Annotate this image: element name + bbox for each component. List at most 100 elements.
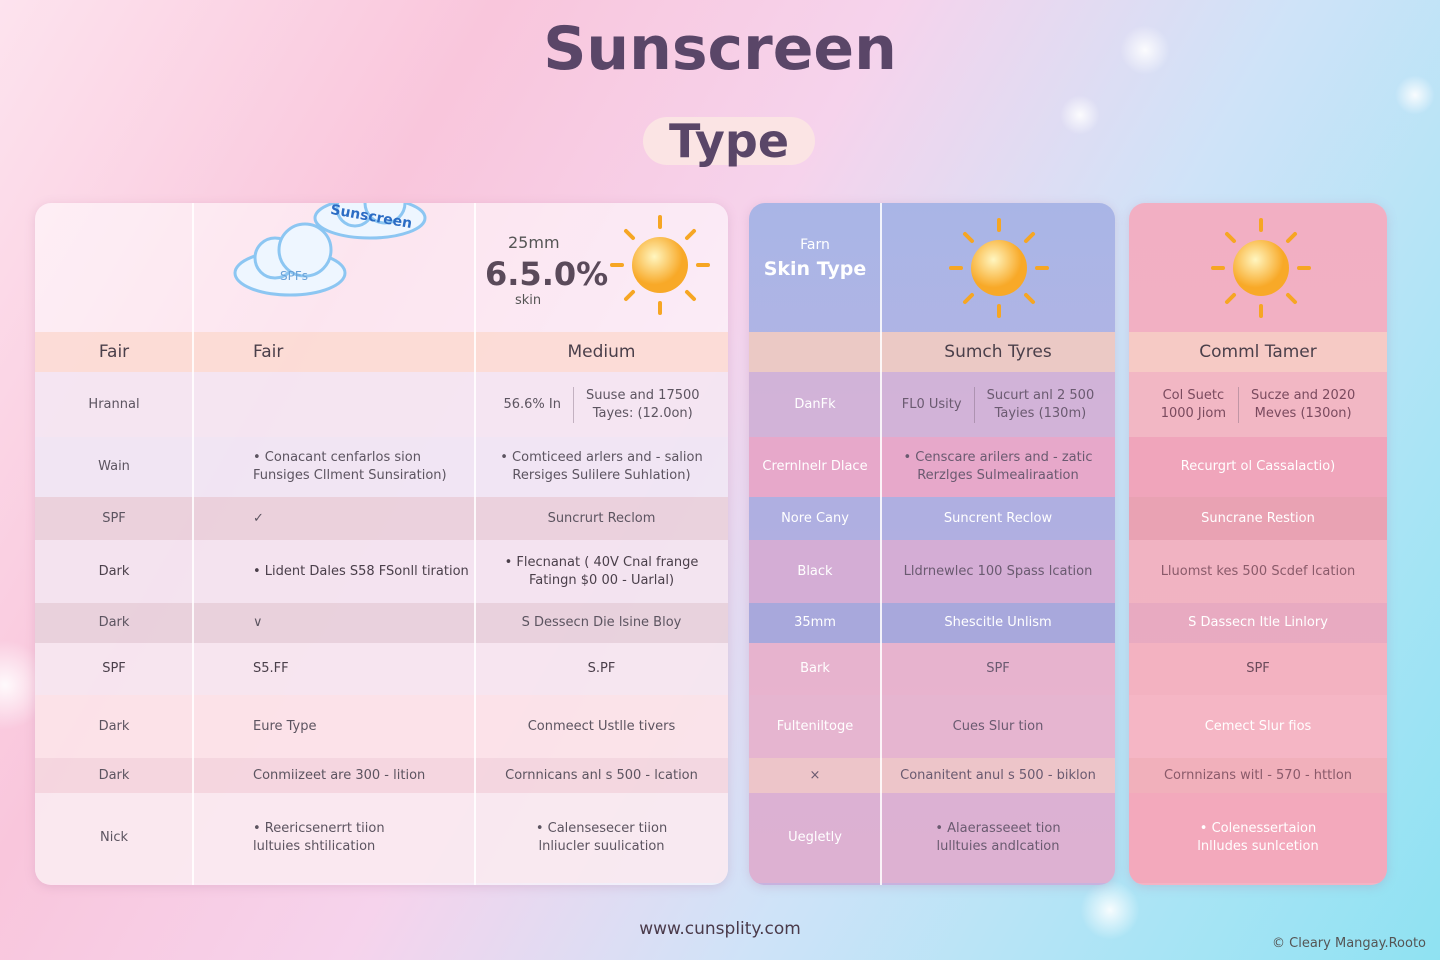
- table-cell: • Colenessertaion lnlludes sunlcetion: [1129, 793, 1387, 883]
- cell-text: • Colenessertaion: [1199, 821, 1317, 836]
- cell-text: Suncrurt Reclom: [547, 510, 656, 526]
- row-band: [1129, 372, 1387, 437]
- cell-text: Fulteniltoge: [776, 718, 854, 734]
- subtitle: Type: [643, 117, 815, 165]
- header-label: Skin Type: [763, 258, 867, 280]
- table-cell: Bark: [749, 643, 881, 695]
- cell-text: Bark: [800, 661, 830, 676]
- cell-text: Dark: [98, 767, 130, 783]
- cell-part: Suuse and 17500 Tayes: (12.0on): [572, 386, 712, 423]
- cell-text: Meves (130on): [1254, 405, 1352, 421]
- table-cell: Recurgrt ol Cassalactio): [1129, 437, 1387, 497]
- row-band: [1129, 540, 1387, 603]
- table-cell: Nore Cany: [749, 497, 881, 540]
- table-cell: S Dessecn Die lsine Bloy: [475, 603, 728, 643]
- table-cell: • Alaerasseeet tion lulltuies andlcation: [881, 793, 1115, 883]
- table-cell: Medium: [475, 332, 728, 372]
- cell-text: Nick: [99, 830, 128, 845]
- cell-text: • Alaerasseeet tion: [935, 821, 1061, 836]
- cell-text: • Comticeed arlers and - salion: [500, 450, 703, 465]
- table-cell: Col Suetc 1000 Jiom Sucze and 2020 Meves (1…: [1129, 372, 1387, 437]
- cell-text: Suncrent Reclow: [943, 510, 1053, 526]
- cell-text: Conmiizeet are 300 - lition: [253, 767, 426, 783]
- cell-text: Hrannal: [88, 396, 140, 412]
- table-cell: • Censcare arilers and - zatic Rerzlges S…: [881, 437, 1115, 497]
- cell-text: SPF: [102, 510, 126, 526]
- table-cell: Conmeect Ustlle tivers: [475, 695, 728, 758]
- row-band: [1129, 603, 1387, 643]
- cell-text: • Conacant cenfarlos sion: [253, 450, 421, 465]
- cell-text: Sumch Tyres: [944, 342, 1052, 362]
- table-cell: Fair: [193, 332, 475, 372]
- cell-text: S Dassecn Itle Linlory: [1188, 615, 1328, 630]
- cell-text: Cemect Slur fios: [1204, 718, 1312, 734]
- cell-text: Sucze and 2020: [1251, 387, 1356, 403]
- cell-text: • Calensesecer tiion: [535, 821, 668, 836]
- row-band: [35, 540, 728, 603]
- bokeh: [1120, 25, 1170, 75]
- table-cell: Crernlnelr Dlace: [749, 437, 881, 497]
- cell-text: • Reericsenerrt tiion: [253, 821, 385, 836]
- table-cell: S5.FF: [193, 643, 475, 695]
- cell-text: Cues Slur tion: [952, 718, 1044, 734]
- cell-text: • Censcare arilers and - zatic: [903, 450, 1093, 465]
- table-cell: Nick: [35, 793, 193, 883]
- cell-text: lnliucler suulication: [538, 839, 665, 854]
- cell-text: Sucurt anl 2 500: [986, 387, 1095, 403]
- table-cell: ✓: [193, 497, 475, 540]
- cell-text: Crernlnelr Dlace: [762, 459, 868, 474]
- cell-text: Wain: [98, 459, 130, 474]
- table-cell: • Lident Dales S58 FSonll tiration: [193, 540, 475, 603]
- table-cell: Lldrnewlec 100 Spass lcation: [881, 540, 1115, 603]
- table-cell: • Flecnanat ( 40V Cnal frange Fatingn $0 …: [475, 540, 728, 603]
- table-cell: [749, 332, 881, 372]
- stat-label: 25mm: [508, 233, 560, 252]
- row-band: [749, 695, 1115, 758]
- cell-text: Shescitle Unlism: [944, 615, 1052, 630]
- table-cell: Lluomst kes 500 Scdef lcation: [1129, 540, 1387, 603]
- cell-text: Rerzlges Sulmealiraation: [917, 468, 1079, 483]
- row-band: [35, 793, 728, 883]
- panel: Sunscreen SPFs 25mm 6.5.0% skin Fair Fair…: [35, 203, 728, 885]
- cell-text: 56.6% In: [503, 396, 561, 412]
- table-cell: Suncrurt Reclom: [475, 497, 728, 540]
- cloud-label: SPFs: [280, 269, 309, 283]
- table-cell: Sumch Tyres: [881, 332, 1115, 372]
- sun: [610, 215, 710, 315]
- cell-text: • Flecnanat ( 40V Cnal frange: [504, 554, 699, 570]
- cell-text: FL0 Usity: [901, 396, 962, 412]
- cell-text: Black: [797, 563, 833, 579]
- row-band: [1129, 695, 1387, 758]
- row-band: [749, 372, 1115, 437]
- row-band: [1129, 437, 1387, 497]
- bokeh: [1060, 95, 1100, 135]
- cell-text: Eure Type: [253, 718, 317, 734]
- row-band: [35, 372, 728, 437]
- footer-url: www.cunsplity.com: [639, 919, 801, 939]
- table-cell: Dark: [35, 603, 193, 643]
- cell-text: Cornnicans anl s 500 - lcation: [505, 767, 698, 783]
- table-cell: • Conacant cenfarlos sion Funsiges Cllmen…: [193, 437, 475, 497]
- cell-text: Suncrane Restion: [1201, 510, 1315, 526]
- table-cell: Eure Type: [193, 695, 475, 758]
- cell-text: Tayes: (12.0on): [592, 405, 693, 421]
- panel: Comml Tamer Col Suetc 1000 Jiom Sucze and 2…: [1129, 203, 1387, 885]
- table-cell: DanFk: [749, 372, 881, 437]
- row-band: [1129, 332, 1387, 372]
- cell-text: ∨: [253, 615, 263, 630]
- table-cell: 35mm: [749, 603, 881, 643]
- cell-text: 1000 Jiom: [1160, 405, 1226, 421]
- cell-part: Sucze and 2020 Meves (130on): [1238, 386, 1367, 423]
- cell-text: ✓: [253, 510, 264, 526]
- cell-text: SPF: [986, 661, 1010, 676]
- table-cell: [193, 372, 475, 437]
- cell-text: 35mm: [794, 615, 836, 630]
- row-band: [35, 643, 728, 695]
- table-cell: SPF: [35, 643, 193, 695]
- table-cell: Cemect Slur fios: [1129, 695, 1387, 758]
- table-cell: Hrannal: [35, 372, 193, 437]
- cell-text: Conanitent anul s 500 - biklon: [900, 767, 1096, 783]
- row-band: [749, 758, 1115, 793]
- panel: Farn Skin Type Sumch Tyres DanFk FL0 Usity…: [749, 203, 1115, 885]
